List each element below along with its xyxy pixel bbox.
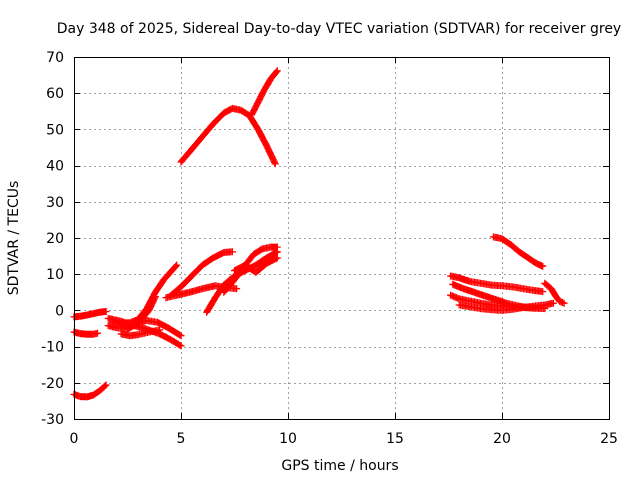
data-point-run xyxy=(203,295,218,316)
x-tick-label: 5 xyxy=(177,431,186,447)
data-point-run xyxy=(164,324,185,340)
data-point-run xyxy=(89,329,101,338)
x-tick-label: 10 xyxy=(279,431,297,447)
data-point-run xyxy=(263,142,279,168)
series-arc-mid-e xyxy=(231,254,281,276)
series-arc-late-high xyxy=(489,233,547,270)
data-point-run xyxy=(96,381,110,395)
data-point-run xyxy=(556,297,568,307)
plot-frame xyxy=(74,57,610,420)
y-tick-label: 0 xyxy=(55,303,64,319)
y-tick-label: 40 xyxy=(46,159,64,175)
grid-lines xyxy=(74,57,609,419)
data-point-run xyxy=(263,248,281,262)
data-point-run xyxy=(267,243,281,251)
data-point-run xyxy=(156,330,173,343)
data-point-run xyxy=(188,262,205,280)
x-tick-label: 15 xyxy=(386,431,404,447)
data-point-run xyxy=(96,308,110,316)
data-point-run xyxy=(263,254,281,267)
data-point-run xyxy=(250,246,265,258)
series-arc-late-a xyxy=(447,272,547,296)
data-point-run xyxy=(177,147,195,166)
y-tick-label: 50 xyxy=(46,122,64,138)
data-point-run xyxy=(267,67,281,83)
data-point-run xyxy=(198,121,216,141)
series-arc-late-d xyxy=(455,299,557,314)
data-point-run xyxy=(177,273,195,291)
data-point-run xyxy=(254,87,268,106)
data-point-run xyxy=(541,299,557,309)
y-tick-label: 70 xyxy=(46,50,64,66)
chart-title: Day 348 of 2025, Sidereal Day-to-day VTE… xyxy=(57,21,621,37)
x-tick-label: 25 xyxy=(600,431,618,447)
x-tick-labels: 0 5 10 15 20 25 xyxy=(70,431,618,447)
x-axis-label: GPS time / hours xyxy=(281,458,398,474)
series-arc-near-zero-start xyxy=(70,308,110,321)
series-arc-declining-b xyxy=(117,317,185,340)
data-point-run xyxy=(515,248,530,261)
data-point-run xyxy=(252,260,269,276)
data-point-run xyxy=(166,335,185,350)
series-arc-high-late xyxy=(248,67,281,119)
data-point-run xyxy=(145,293,159,314)
series-arc-high-rising xyxy=(177,104,279,168)
data-point-run xyxy=(220,248,236,256)
x-tick-label: 0 xyxy=(70,431,79,447)
data-point-run xyxy=(541,279,554,292)
data-point-run xyxy=(524,254,539,266)
y-tick-label: -30 xyxy=(41,412,64,428)
data-point-run xyxy=(530,287,547,296)
data-point-run xyxy=(261,76,274,94)
data-point-run xyxy=(89,388,102,399)
data-point-run xyxy=(186,285,205,296)
data-point-run xyxy=(252,255,269,269)
y-tick-label: 20 xyxy=(46,231,64,247)
series-arc-band-low xyxy=(117,326,164,340)
data-point-run xyxy=(166,284,184,300)
data-point-run xyxy=(209,249,226,262)
data-point-run xyxy=(151,277,167,296)
y-tick-label: -10 xyxy=(41,340,64,356)
data-point-run xyxy=(211,282,227,302)
y-tick-labels: -30 -20 -10 0 10 20 30 40 50 60 70 xyxy=(41,50,64,428)
y-tick-label: -20 xyxy=(41,376,64,392)
x-tick-label: 20 xyxy=(493,431,511,447)
data-point-run xyxy=(552,292,563,304)
data-point-run xyxy=(145,326,164,336)
data-point-run xyxy=(154,318,171,331)
data-marks xyxy=(70,67,568,401)
data-point-run xyxy=(547,285,559,299)
y-tick-label: 30 xyxy=(46,195,64,211)
data-point-run xyxy=(507,241,522,255)
data-point-run xyxy=(220,277,237,296)
data-point-run xyxy=(254,125,270,148)
data-point-run xyxy=(532,259,547,270)
data-point-run xyxy=(198,255,216,269)
data-point-run xyxy=(198,282,218,293)
data-point-run xyxy=(498,235,513,248)
y-tick-label: 60 xyxy=(46,86,64,102)
y-axis-label: SDTVAR / TECUs xyxy=(6,181,22,296)
data-point-run xyxy=(248,100,261,119)
y-tick-label: 10 xyxy=(46,267,64,283)
data-point-run xyxy=(160,261,181,284)
data-point-run xyxy=(209,110,227,128)
series-arc-mid-b xyxy=(166,248,236,300)
series-arc-negative-start xyxy=(70,328,101,338)
series-arc-low-negative xyxy=(70,381,110,401)
series-arc-late-e xyxy=(541,279,568,307)
data-point-run xyxy=(188,134,205,153)
